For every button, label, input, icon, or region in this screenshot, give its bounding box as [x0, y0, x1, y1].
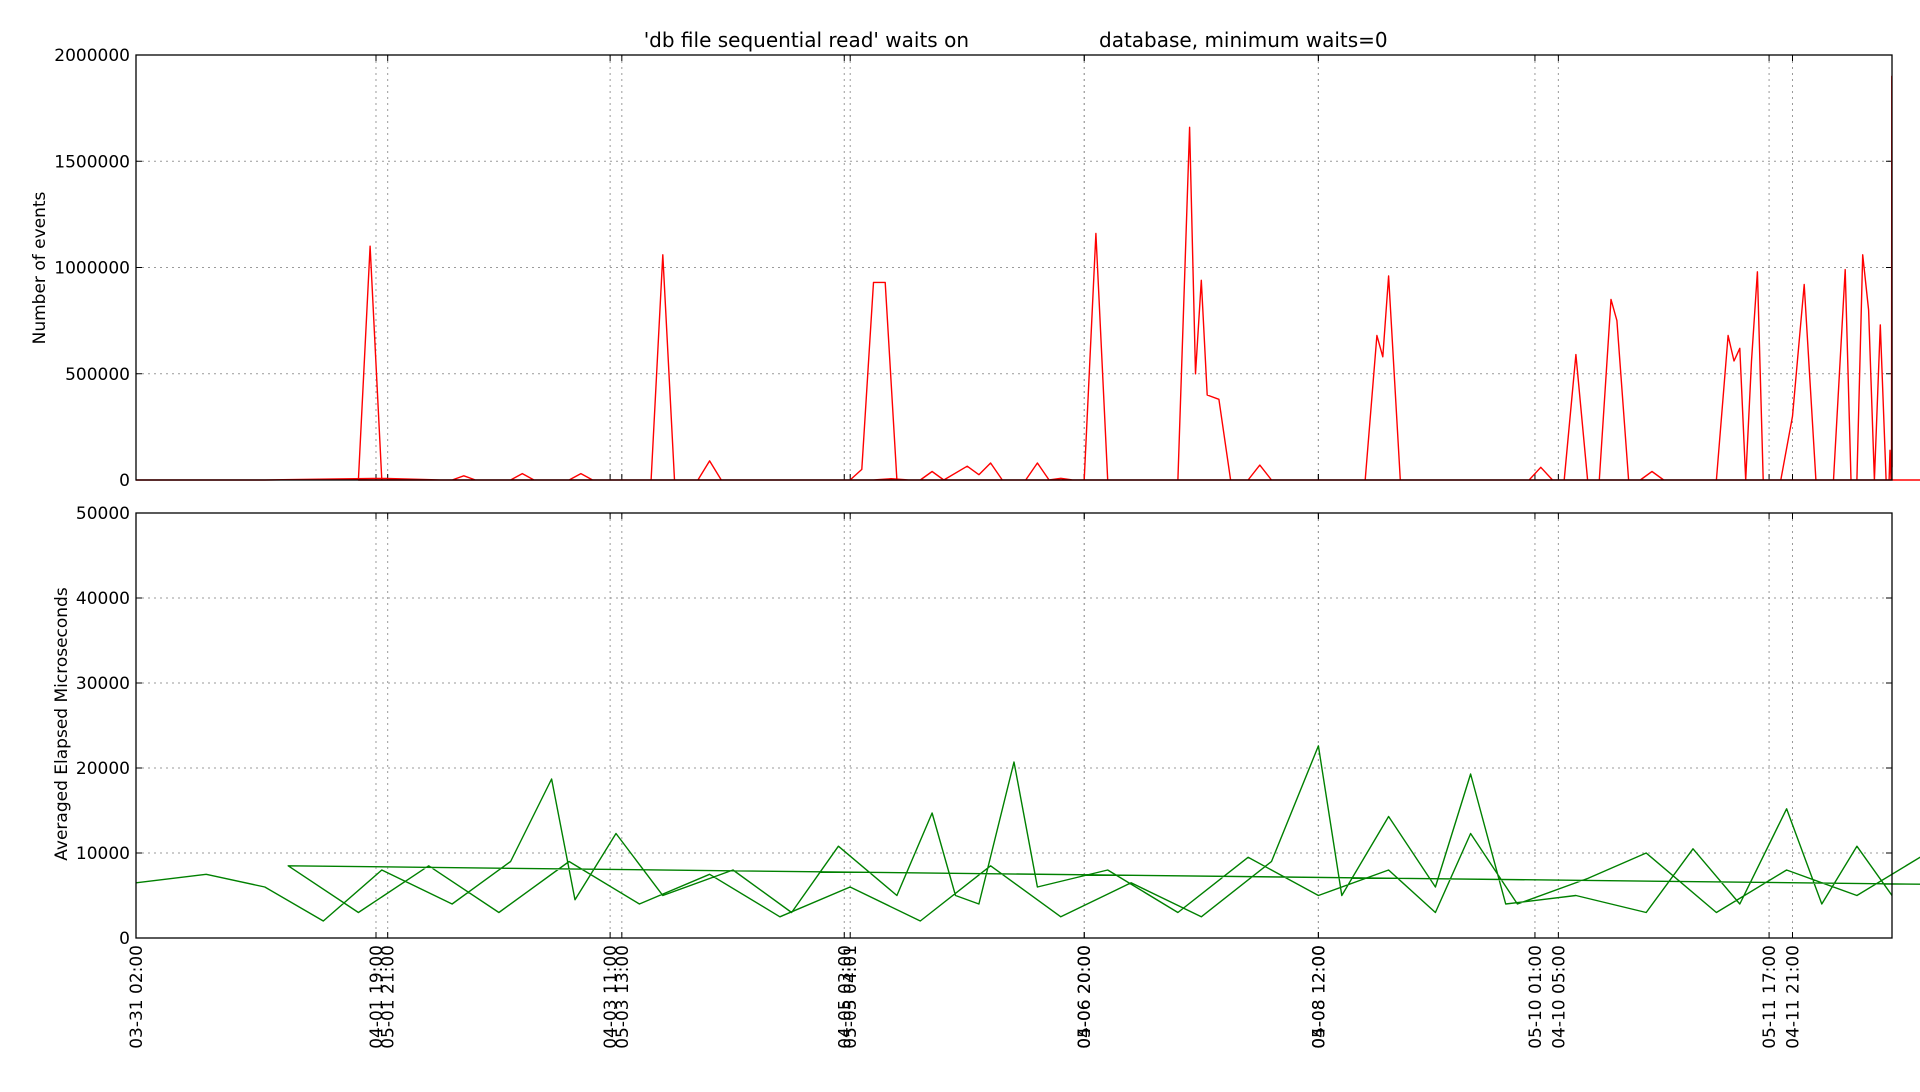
- x-tick-label-24: 05-10 01:00: [1526, 945, 1546, 1049]
- chart-title-part-1: 'db file sequential read' waits on: [644, 28, 969, 52]
- x-axis-tick-labels: 03-31 02:00 04-01 19:00 04-03 11:00 04-05 0…: [127, 945, 1804, 1049]
- x-tick-label-19: 05-01 21:00: [379, 945, 399, 1049]
- x-tick-label-3: 04-05 03:00: [835, 945, 855, 1049]
- plot-frame-microseconds: [135, 512, 1893, 939]
- panel-number-of-events: 0 500000 1000000 1500000 2000000: [54, 46, 1920, 491]
- y-tick-label-events-2: 1000000: [54, 259, 130, 279]
- y-tick-label-microseconds-2: 20000: [76, 759, 130, 779]
- y-tick-label-microseconds-3: 30000: [76, 674, 130, 694]
- x-tick-label-20: 05-03 13:00: [613, 945, 633, 1049]
- x-tick-label-25: 05-11 17:00: [1760, 945, 1780, 1049]
- x-tick-label-23: 05-08 12:00: [1309, 945, 1329, 1049]
- y-tick-label-microseconds-0: 0: [119, 929, 130, 949]
- x-tick-label-1: 04-01 19:00: [367, 945, 387, 1049]
- y-tick-label-events-1: 500000: [65, 365, 130, 385]
- series-line-events: [136, 75, 1920, 481]
- y-tick-label-microseconds-1: 10000: [76, 844, 130, 864]
- title-redaction-box: [973, 30, 1095, 54]
- panel-averaged-elapsed-microseconds: 0 10000 20000 30000 40000 50000: [76, 504, 1920, 949]
- x-tick-label-6: 04-10 05:00: [1549, 945, 1569, 1049]
- y-axis-label-events: Number of events: [30, 191, 50, 344]
- x-tick-label-7: 04-11 21:00: [1784, 945, 1804, 1049]
- x-tick-label-2: 04-03 11:00: [601, 945, 621, 1049]
- y-tick-label-microseconds-4: 40000: [76, 589, 130, 609]
- y-axis-label-microseconds: Averaged Elapsed Microseconds: [52, 587, 72, 861]
- y-tick-label-microseconds-5: 50000: [76, 504, 130, 524]
- x-tick-label-22: 05-06 20:00: [1075, 945, 1095, 1049]
- chart-title-part-2: database, minimum waits=0: [1099, 28, 1388, 52]
- x-tick-label-4: 04-06 20:00: [1075, 945, 1095, 1049]
- x-tick-label-21: 05-05 04:01: [841, 945, 861, 1049]
- y-tick-label-events-0: 0: [119, 471, 130, 491]
- series-line-microseconds: [135, 745, 1920, 922]
- x-tick-label-0: 03-31 02:00: [127, 945, 147, 1049]
- plot-frame-events: [135, 54, 1893, 481]
- y-tick-label-events-4: 2000000: [54, 46, 130, 66]
- y-tick-label-events-3: 1500000: [54, 152, 130, 172]
- x-tick-label-5: 04-08 12:00: [1309, 945, 1329, 1049]
